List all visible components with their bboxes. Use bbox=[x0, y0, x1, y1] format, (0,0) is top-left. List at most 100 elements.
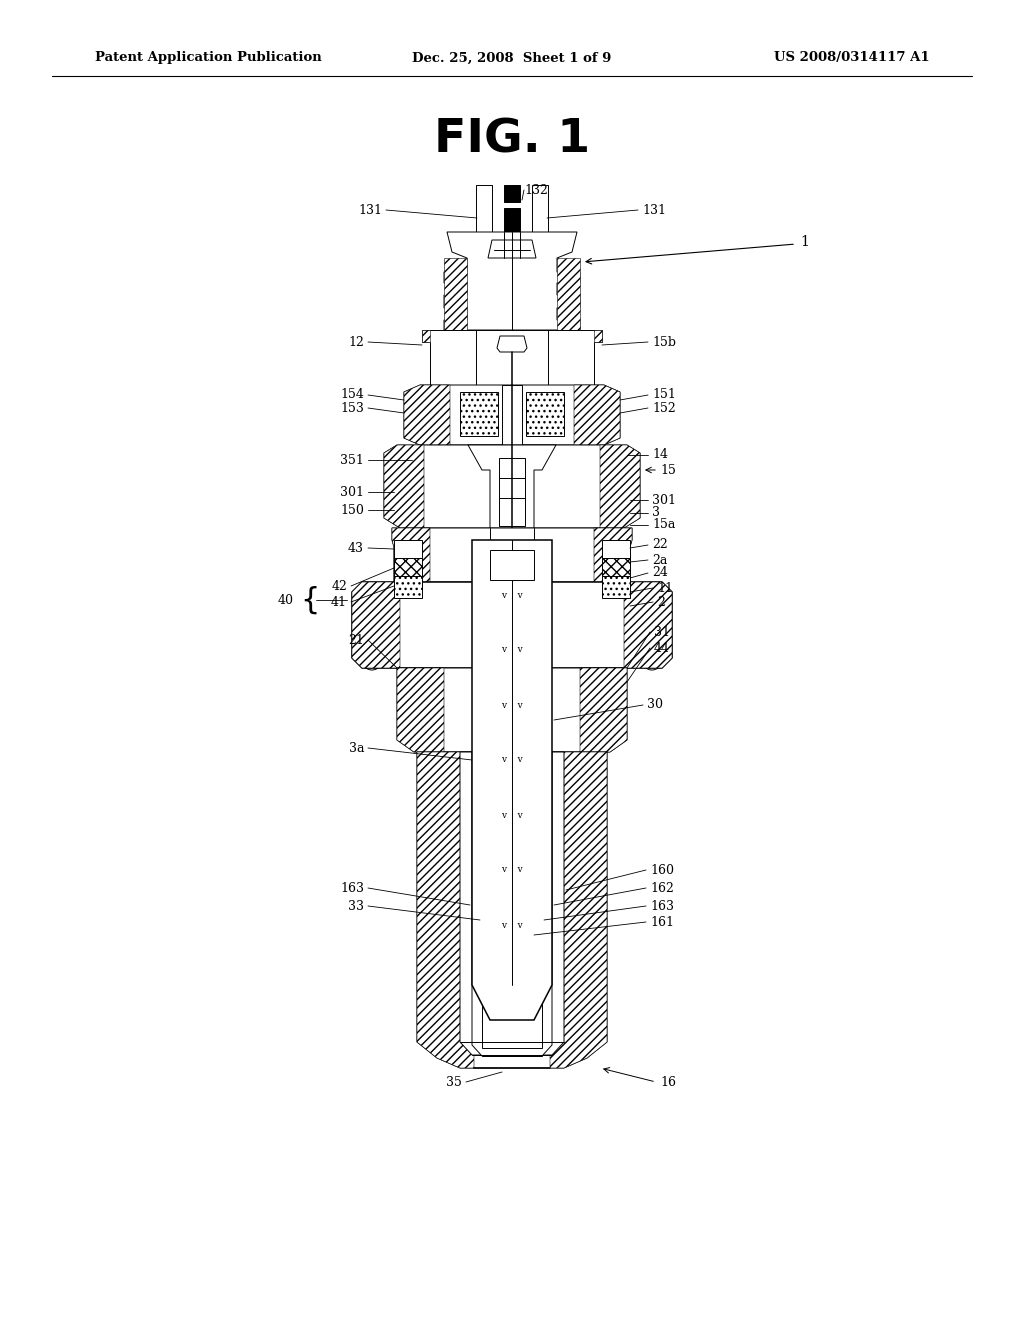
Polygon shape bbox=[394, 558, 422, 576]
Polygon shape bbox=[422, 330, 602, 385]
Text: 40: 40 bbox=[278, 594, 294, 606]
Text: 12: 12 bbox=[348, 335, 364, 348]
Polygon shape bbox=[352, 582, 400, 668]
Text: {: { bbox=[300, 586, 319, 615]
Polygon shape bbox=[404, 385, 620, 445]
Polygon shape bbox=[580, 668, 627, 752]
Polygon shape bbox=[392, 528, 430, 582]
Text: v    v: v v bbox=[501, 920, 523, 929]
Text: 21: 21 bbox=[348, 634, 364, 647]
Polygon shape bbox=[504, 185, 520, 202]
Text: 42: 42 bbox=[331, 579, 347, 593]
Polygon shape bbox=[384, 445, 640, 528]
Polygon shape bbox=[574, 385, 620, 445]
Text: v    v: v v bbox=[501, 590, 523, 599]
Text: 14: 14 bbox=[652, 449, 668, 462]
Polygon shape bbox=[499, 458, 525, 525]
Polygon shape bbox=[594, 330, 602, 342]
Polygon shape bbox=[468, 445, 556, 528]
Text: 1: 1 bbox=[800, 235, 809, 249]
Circle shape bbox=[642, 649, 662, 671]
Text: 301: 301 bbox=[652, 494, 676, 507]
Polygon shape bbox=[417, 752, 474, 1068]
Polygon shape bbox=[397, 668, 627, 752]
Text: v    v: v v bbox=[501, 701, 523, 710]
Polygon shape bbox=[490, 550, 534, 579]
Text: 44: 44 bbox=[654, 642, 670, 655]
Text: v    v: v v bbox=[501, 810, 523, 820]
Text: US 2008/0314117 A1: US 2008/0314117 A1 bbox=[774, 51, 930, 65]
Polygon shape bbox=[624, 582, 672, 668]
Text: 150: 150 bbox=[340, 503, 364, 516]
Polygon shape bbox=[422, 330, 430, 342]
Text: 30: 30 bbox=[647, 698, 663, 711]
Text: 163: 163 bbox=[340, 882, 364, 895]
Polygon shape bbox=[600, 445, 640, 528]
Text: 162: 162 bbox=[650, 882, 674, 895]
Polygon shape bbox=[394, 540, 422, 558]
Text: v    v: v v bbox=[501, 645, 523, 655]
Text: 3a: 3a bbox=[348, 742, 364, 755]
Text: FIG. 1: FIG. 1 bbox=[434, 117, 590, 162]
Text: v    v: v v bbox=[501, 866, 523, 874]
Text: 3: 3 bbox=[652, 507, 660, 520]
Polygon shape bbox=[476, 185, 492, 246]
Circle shape bbox=[362, 649, 382, 671]
Text: 301: 301 bbox=[340, 486, 364, 499]
Text: Dec. 25, 2008  Sheet 1 of 9: Dec. 25, 2008 Sheet 1 of 9 bbox=[413, 51, 611, 65]
Polygon shape bbox=[482, 752, 542, 1048]
Text: 43: 43 bbox=[348, 541, 364, 554]
Polygon shape bbox=[472, 752, 552, 1056]
Polygon shape bbox=[404, 385, 450, 445]
Text: 2a: 2a bbox=[652, 553, 668, 566]
Text: 15a: 15a bbox=[652, 519, 676, 532]
Text: Patent Application Publication: Patent Application Publication bbox=[95, 51, 322, 65]
Polygon shape bbox=[444, 232, 580, 330]
Text: 163: 163 bbox=[650, 899, 674, 912]
Text: 131: 131 bbox=[642, 203, 666, 216]
Text: 41: 41 bbox=[331, 595, 347, 609]
Text: 151: 151 bbox=[652, 388, 676, 401]
Polygon shape bbox=[397, 668, 444, 752]
Polygon shape bbox=[602, 540, 630, 558]
Text: 31: 31 bbox=[654, 626, 670, 639]
Polygon shape bbox=[444, 257, 467, 330]
Text: 15b: 15b bbox=[652, 335, 676, 348]
Polygon shape bbox=[504, 209, 520, 232]
Text: 33: 33 bbox=[348, 899, 364, 912]
Polygon shape bbox=[394, 576, 422, 598]
Polygon shape bbox=[417, 752, 607, 1068]
Polygon shape bbox=[460, 392, 498, 436]
Text: 35: 35 bbox=[446, 1076, 462, 1089]
Text: 15: 15 bbox=[660, 463, 676, 477]
Polygon shape bbox=[532, 185, 548, 246]
Polygon shape bbox=[460, 752, 564, 1055]
Polygon shape bbox=[602, 558, 630, 576]
Polygon shape bbox=[550, 752, 607, 1068]
Polygon shape bbox=[557, 257, 580, 330]
Text: 16: 16 bbox=[660, 1076, 676, 1089]
Text: 131: 131 bbox=[358, 203, 382, 216]
Polygon shape bbox=[602, 576, 630, 598]
Text: 161: 161 bbox=[650, 916, 674, 928]
Polygon shape bbox=[472, 540, 552, 1020]
Polygon shape bbox=[594, 528, 632, 582]
Text: 154: 154 bbox=[340, 388, 364, 401]
Polygon shape bbox=[384, 445, 424, 528]
Text: 11: 11 bbox=[657, 582, 673, 594]
Text: 153: 153 bbox=[340, 401, 364, 414]
Text: v    v: v v bbox=[501, 755, 523, 764]
Text: 22: 22 bbox=[652, 539, 668, 552]
Polygon shape bbox=[497, 337, 527, 352]
Polygon shape bbox=[502, 385, 522, 445]
Text: 351: 351 bbox=[340, 454, 364, 466]
Text: 160: 160 bbox=[650, 863, 674, 876]
Polygon shape bbox=[392, 528, 632, 582]
Polygon shape bbox=[352, 582, 672, 668]
Text: 24: 24 bbox=[652, 566, 668, 579]
Text: 132: 132 bbox=[524, 183, 548, 197]
Text: 2: 2 bbox=[657, 595, 665, 609]
Polygon shape bbox=[488, 240, 536, 257]
Polygon shape bbox=[526, 392, 564, 436]
Text: 152: 152 bbox=[652, 401, 676, 414]
